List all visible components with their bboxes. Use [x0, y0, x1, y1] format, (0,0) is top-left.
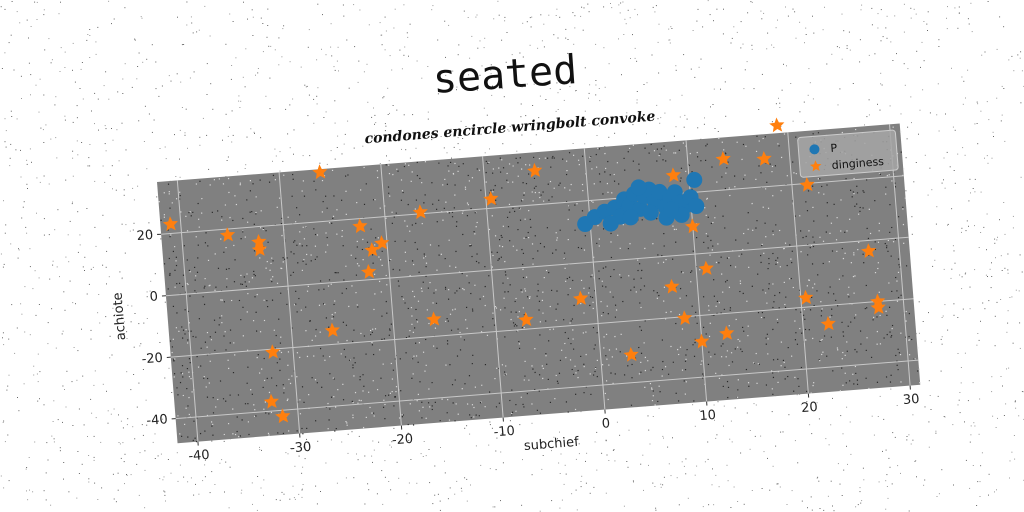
- data-point: [623, 346, 639, 362]
- data-point: [361, 264, 377, 279]
- data-point: [251, 234, 267, 249]
- data-point: [622, 209, 639, 226]
- data-point: [527, 162, 543, 178]
- data-point: [685, 218, 701, 234]
- data-point: [719, 325, 735, 341]
- data-point: [663, 201, 680, 218]
- y-axis-label: achiote: [111, 292, 130, 341]
- grid-line-x: [482, 156, 504, 418]
- grid-line-x: [278, 172, 301, 434]
- data-point: [676, 310, 693, 326]
- x-tick-label: 30: [902, 392, 920, 408]
- data-point: [275, 408, 291, 424]
- data-point: [364, 242, 380, 257]
- grid-line-x: [787, 132, 809, 394]
- x-tick-label: 20: [801, 400, 819, 416]
- grid-line-x: [583, 148, 606, 410]
- x-tick-label: -30: [290, 440, 312, 457]
- grid-lines: [161, 124, 919, 442]
- data-point: [688, 198, 705, 215]
- plot-speckle: [158, 126, 921, 443]
- data-point: [572, 290, 589, 306]
- data-point: [374, 235, 390, 250]
- data-point: [251, 241, 267, 257]
- data-point: [412, 204, 428, 220]
- data-point: [798, 289, 814, 305]
- data-point: [162, 216, 178, 232]
- data-point: [756, 150, 772, 166]
- y-tick-label: -40: [146, 412, 168, 429]
- data-point: [861, 243, 877, 259]
- grid-line-y: [170, 298, 914, 358]
- grid-line-x: [176, 180, 199, 442]
- x-tick-label: 0: [601, 416, 610, 432]
- data-point: [686, 171, 703, 188]
- data-point: [312, 164, 328, 180]
- legend-label: P: [830, 142, 838, 156]
- series-p: [577, 171, 705, 233]
- data-point: [264, 344, 281, 360]
- grid-line-y: [161, 175, 904, 235]
- data-point: [665, 167, 681, 183]
- legend-marker: [809, 144, 820, 155]
- data-point: [769, 117, 785, 133]
- data-point: [715, 151, 731, 166]
- plot-area: [157, 123, 921, 444]
- legend-marker: [809, 160, 822, 172]
- data-point: [664, 278, 680, 294]
- data-point: [694, 333, 710, 349]
- data-point: [518, 311, 534, 327]
- data-point: [426, 311, 442, 327]
- data-point: [698, 260, 714, 276]
- data-point: [219, 227, 236, 243]
- legend-box: [797, 129, 899, 178]
- x-tick-label: -20: [391, 432, 413, 449]
- data-point: [352, 218, 368, 234]
- y-tick-label: -20: [141, 351, 163, 368]
- y-tick-label: 20: [136, 228, 154, 244]
- series-dinginess: [162, 117, 886, 424]
- x-axis-label: subchief: [523, 435, 579, 454]
- data-point: [263, 393, 279, 409]
- data-point: [820, 315, 836, 331]
- x-tick-label: 10: [699, 408, 717, 424]
- data-point: [799, 176, 815, 192]
- axis-ticks: -40 -30 -20 -10 0 10 20 30 -40 -20 0 20: [136, 228, 920, 465]
- x-tick-label: -40: [188, 448, 210, 465]
- grid-line-y: [175, 359, 919, 420]
- grid-line-x: [380, 164, 402, 426]
- grid-line-y: [165, 236, 909, 297]
- data-point: [483, 191, 499, 206]
- data-point: [602, 215, 619, 232]
- data-point: [324, 322, 340, 338]
- legend-label: dinginess: [831, 155, 884, 172]
- data-point: [870, 299, 886, 315]
- y-tick-label: 0: [149, 289, 158, 305]
- data-point: [630, 179, 647, 196]
- series-layer: [162, 117, 886, 424]
- data-point: [642, 204, 659, 221]
- x-tick-label: -10: [493, 424, 515, 441]
